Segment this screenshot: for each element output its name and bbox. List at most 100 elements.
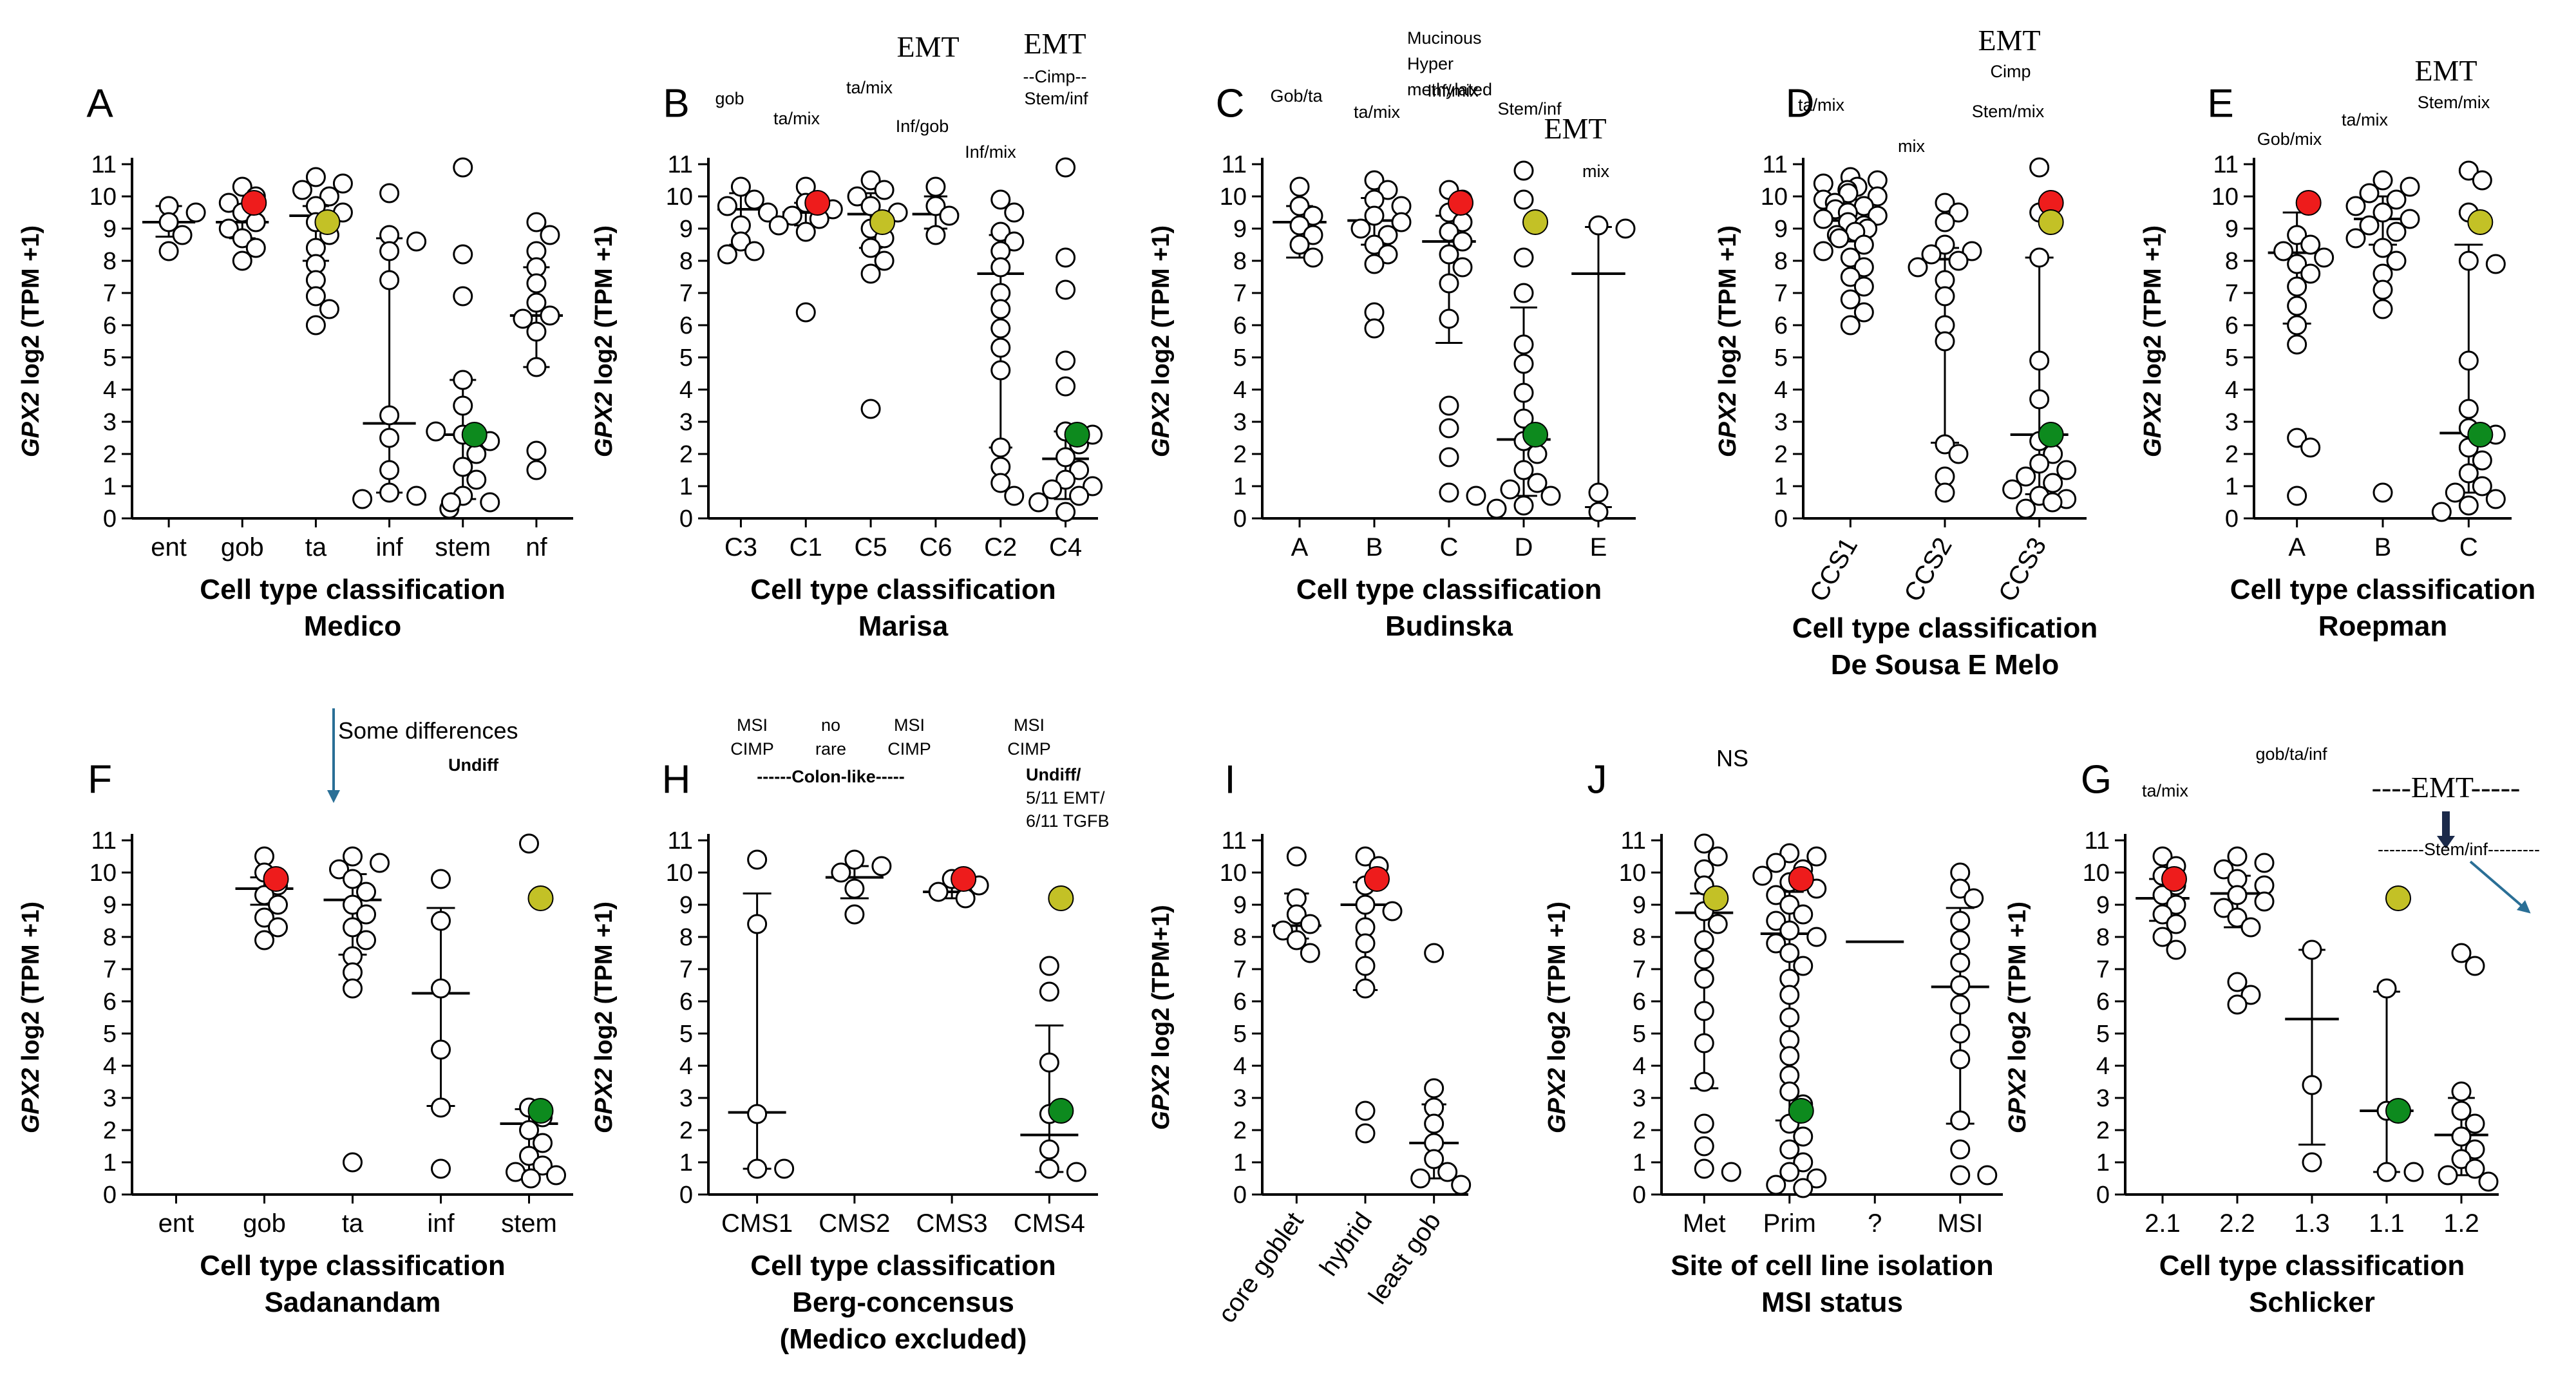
y-tick-label: 4 bbox=[1633, 1053, 1646, 1080]
data-point bbox=[1951, 1166, 1969, 1184]
data-point bbox=[1365, 319, 1383, 337]
x-tick-label: CCS2 bbox=[1899, 533, 1957, 607]
y-tick-label: 5 bbox=[1233, 345, 1247, 372]
data-point bbox=[381, 484, 399, 502]
y-tick-label: 1 bbox=[1233, 473, 1247, 500]
data-point bbox=[2459, 400, 2477, 418]
data-point bbox=[992, 258, 1010, 276]
annotation-b-c5: ta/mix bbox=[846, 78, 893, 97]
x-tick-label: E bbox=[1590, 533, 1607, 562]
data-point bbox=[2288, 335, 2306, 354]
data-point bbox=[1709, 915, 1727, 933]
highlight-point-green bbox=[1789, 1099, 1814, 1123]
data-point bbox=[381, 271, 399, 289]
y-tick-label: 11 bbox=[1222, 827, 1247, 855]
data-point bbox=[2378, 1163, 2396, 1181]
data-point bbox=[1695, 1137, 1713, 1155]
data-point bbox=[527, 461, 545, 479]
data-point bbox=[2405, 1163, 2423, 1181]
data-point bbox=[1814, 242, 1832, 260]
y-tick-label: 10 bbox=[90, 860, 117, 887]
data-point bbox=[1515, 496, 1533, 515]
x-axis-label: Cell type classification bbox=[750, 1250, 1056, 1281]
data-point bbox=[344, 1153, 362, 1171]
data-point bbox=[357, 931, 375, 949]
panel-letter: J bbox=[1587, 757, 1607, 802]
x-axis-subtitle: Budinska bbox=[1385, 610, 1513, 642]
data-point bbox=[1695, 1002, 1713, 1020]
y-tick-label: 10 bbox=[666, 860, 693, 887]
highlight-point-yellow bbox=[1523, 210, 1548, 234]
data-point bbox=[1040, 983, 1058, 1001]
data-point bbox=[2452, 1082, 2470, 1100]
y-tick-label: 0 bbox=[1774, 505, 1788, 533]
annotation-f-undiff: Undiff bbox=[448, 755, 499, 775]
data-point bbox=[2228, 996, 2246, 1014]
y-tick-label: 2 bbox=[103, 1117, 117, 1144]
data-point bbox=[1057, 158, 1075, 176]
data-point bbox=[2017, 500, 2035, 518]
annotation-h-emt: 5/11 EMT/ bbox=[1026, 788, 1105, 808]
x-tick-label: ta bbox=[342, 1209, 364, 1238]
data-point bbox=[1794, 905, 1812, 923]
highlight-point-green bbox=[2386, 1099, 2410, 1123]
data-point bbox=[1936, 484, 1954, 502]
y-tick-label: 11 bbox=[1222, 151, 1247, 178]
annotation-c-mix: mix bbox=[1582, 162, 1609, 181]
y-tick-label: 10 bbox=[1619, 860, 1646, 887]
y-tick-label: 2 bbox=[679, 441, 693, 468]
x-tick-label: 1.1 bbox=[2369, 1209, 2405, 1238]
y-tick-label: 0 bbox=[103, 1182, 117, 1209]
annotation-e-stemmix: Stem/mix bbox=[2418, 93, 2490, 112]
data-point bbox=[2031, 352, 2049, 370]
annotation-b-emt-1: EMT bbox=[896, 30, 959, 63]
y-axis-label-gene: GPX2 bbox=[17, 392, 44, 457]
data-point bbox=[929, 883, 947, 901]
data-point bbox=[371, 854, 389, 872]
highlight-point-green bbox=[2468, 422, 2492, 447]
data-point bbox=[1356, 934, 1374, 952]
data-point bbox=[454, 397, 472, 415]
y-tick-label: 9 bbox=[1633, 892, 1646, 919]
data-point bbox=[1965, 889, 1983, 907]
data-point bbox=[873, 857, 891, 875]
data-point bbox=[344, 979, 362, 997]
x-axis-subtitle: Schlicker bbox=[2249, 1287, 2375, 1318]
data-point bbox=[748, 851, 766, 869]
y-tick-label: 2 bbox=[1233, 1117, 1247, 1144]
data-point bbox=[1936, 332, 1954, 350]
data-point bbox=[745, 242, 763, 260]
annotation-c-emt: EMT bbox=[1544, 112, 1606, 145]
data-point bbox=[527, 274, 545, 292]
data-point bbox=[2255, 893, 2273, 911]
y-tick-label: 0 bbox=[2225, 505, 2239, 533]
data-point bbox=[527, 442, 545, 460]
y-tick-label: 3 bbox=[679, 409, 693, 436]
x-axis-label: Cell type classification bbox=[1296, 574, 1602, 605]
annotation-b-steminf: Stem/inf bbox=[1024, 89, 1088, 108]
data-point bbox=[1440, 397, 1458, 415]
y-axis-label-unit: log2 (TPM +1) bbox=[591, 902, 618, 1068]
data-point bbox=[956, 889, 974, 907]
y-tick-label: 7 bbox=[679, 956, 693, 983]
data-point bbox=[2288, 278, 2306, 296]
annotation-e-tamix: ta/mix bbox=[2342, 110, 2389, 129]
y-tick-label: 8 bbox=[1774, 248, 1788, 275]
data-point bbox=[2347, 229, 2365, 247]
data-point bbox=[1057, 249, 1075, 267]
annotation-d-emt: EMT bbox=[1978, 24, 2040, 57]
panel-j: J01234567891011GPX2 log2 (TPM +1)Met Prim… bbox=[1544, 757, 2003, 1318]
y-tick-label: 3 bbox=[1233, 1085, 1247, 1112]
data-point bbox=[1412, 1169, 1430, 1187]
data-point bbox=[748, 1105, 766, 1123]
x-tick-label: C5 bbox=[855, 533, 887, 562]
y-tick-label: 1 bbox=[2096, 1149, 2110, 1176]
data-point bbox=[1695, 1160, 1713, 1178]
data-point bbox=[797, 223, 815, 241]
data-point bbox=[160, 242, 178, 260]
y-tick-label: 10 bbox=[2083, 860, 2110, 887]
y-tick-label: 4 bbox=[1233, 1053, 1247, 1080]
x-axis-subtitle: Sadanandam bbox=[265, 1287, 441, 1318]
x-tick-label: core goblet bbox=[1213, 1207, 1309, 1328]
data-point bbox=[2242, 918, 2260, 936]
